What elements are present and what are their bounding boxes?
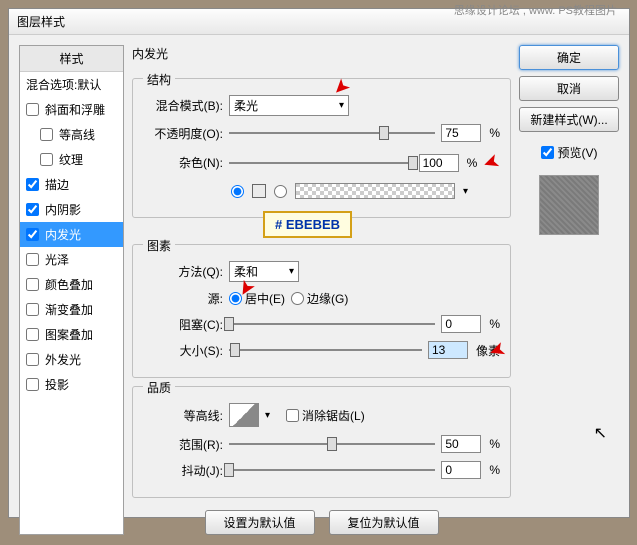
sidebar-checkbox[interactable]	[26, 278, 39, 291]
sidebar-checkbox[interactable]	[26, 228, 39, 241]
jitter-label: 抖动(J):	[143, 462, 223, 479]
sidebar-item-10[interactable]: 外发光	[20, 347, 123, 372]
jitter-unit: %	[489, 463, 500, 477]
source-label: 源:	[143, 290, 223, 307]
arrow-annotation-icon: ➤	[485, 335, 509, 364]
sidebar-item-7[interactable]: 颜色叠加	[20, 272, 123, 297]
size-label: 大小(S):	[143, 342, 223, 359]
sidebar-item-0[interactable]: 斜面和浮雕	[20, 97, 123, 122]
sidebar-item-8[interactable]: 渐变叠加	[20, 297, 123, 322]
opacity-unit: %	[489, 126, 500, 140]
choke-unit: %	[489, 317, 500, 331]
contour-dropdown-icon[interactable]: ▾	[265, 410, 270, 421]
sidebar-item-label: 投影	[45, 376, 69, 393]
sidebar-item-label: 外发光	[45, 351, 81, 368]
color-swatch[interactable]	[252, 184, 266, 198]
choke-input[interactable]: 0	[441, 315, 481, 333]
sidebar-item-label: 颜色叠加	[45, 276, 93, 293]
opacity-slider[interactable]	[229, 124, 435, 142]
sidebar-checkbox[interactable]	[26, 103, 39, 116]
opacity-input[interactable]: 75	[441, 124, 481, 142]
sidebar-checkbox[interactable]	[26, 253, 39, 266]
sidebar-item-label: 光泽	[45, 251, 69, 268]
contour-swatch[interactable]	[229, 403, 259, 427]
gradient-dropdown-icon[interactable]: ▾	[463, 186, 468, 197]
group-title-structure: 结构	[143, 71, 175, 88]
new-style-button[interactable]: 新建样式(W)...	[519, 107, 619, 132]
noise-label: 杂色(N):	[143, 154, 223, 171]
blend-mode-dropdown[interactable]: 柔光	[229, 95, 349, 116]
cancel-button[interactable]: 取消	[519, 76, 619, 101]
structure-group: 结构 ➤ 混合模式(B): 柔光 不透明度(O): 75 % 杂色(N): 10…	[132, 78, 511, 218]
arrow-annotation-icon: ➤	[479, 148, 503, 177]
elements-group: 图素 方法(Q): 柔和 ➤ 源: 居中(E) 边缘(G) 阻塞(C): 0 %	[132, 244, 511, 378]
color-annotation: # EBEBEB	[263, 211, 352, 238]
sidebar-item-label: 纹理	[59, 151, 83, 168]
watermark-text: 思缘设计论坛 , www. PS教程图片	[454, 2, 617, 18]
size-slider[interactable]	[229, 341, 422, 359]
sidebar-checkbox[interactable]	[26, 203, 39, 216]
layer-style-dialog: 图层样式 样式 混合选项:默认 斜面和浮雕等高线纹理描边内阴影内发光光泽颜色叠加…	[8, 8, 630, 518]
jitter-input[interactable]: 0	[441, 461, 481, 479]
preview-checkbox[interactable]: 预览(V)	[541, 144, 598, 161]
sidebar-item-label: 等高线	[59, 126, 95, 143]
sidebar-item-label: 图案叠加	[45, 326, 93, 343]
sidebar-item-9[interactable]: 图案叠加	[20, 322, 123, 347]
range-unit: %	[489, 437, 500, 451]
sidebar-item-label: 内发光	[45, 226, 81, 243]
main-panel: 内发光 结构 ➤ 混合模式(B): 柔光 不透明度(O): 75 % 杂色(N)…	[132, 45, 511, 535]
technique-label: 方法(Q):	[143, 263, 223, 280]
group-title-elements: 图素	[143, 237, 175, 254]
range-input[interactable]: 50	[441, 435, 481, 453]
sidebar-item-label: 斜面和浮雕	[45, 101, 105, 118]
ok-button[interactable]: 确定	[519, 45, 619, 70]
source-edge-radio[interactable]: 边缘(G)	[291, 290, 348, 307]
sidebar-item-label: 描边	[45, 176, 69, 193]
styles-sidebar: 样式 混合选项:默认 斜面和浮雕等高线纹理描边内阴影内发光光泽颜色叠加渐变叠加图…	[19, 45, 124, 535]
cursor-icon: ↖	[594, 423, 607, 443]
panel-title: 内发光	[132, 45, 511, 62]
range-label: 范围(R):	[143, 436, 223, 453]
quality-group: 品质 等高线: ▾ 消除锯齿(L) 范围(R): 50 % 抖动(J): 0	[132, 386, 511, 498]
sidebar-item-5[interactable]: 内发光	[20, 222, 123, 247]
noise-input[interactable]: 100	[419, 154, 459, 172]
choke-label: 阻塞(C):	[143, 316, 223, 333]
sidebar-checkbox[interactable]	[26, 378, 39, 391]
sidebar-checkbox[interactable]	[40, 153, 53, 166]
sidebar-item-6[interactable]: 光泽	[20, 247, 123, 272]
antialias-checkbox[interactable]: 消除锯齿(L)	[286, 407, 365, 424]
jitter-slider[interactable]	[229, 461, 435, 479]
gradient-bar[interactable]	[295, 183, 455, 199]
sidebar-checkbox[interactable]	[26, 353, 39, 366]
opacity-label: 不透明度(O):	[143, 125, 223, 142]
sidebar-item-4[interactable]: 内阴影	[20, 197, 123, 222]
sidebar-blending-options[interactable]: 混合选项:默认	[20, 72, 123, 97]
sidebar-checkbox[interactable]	[40, 128, 53, 141]
sidebar-item-label: 混合选项:默认	[26, 76, 101, 93]
sidebar-checkbox[interactable]	[26, 303, 39, 316]
blend-mode-label: 混合模式(B):	[143, 97, 223, 114]
sidebar-item-label: 内阴影	[45, 201, 81, 218]
range-slider[interactable]	[229, 435, 435, 453]
sidebar-checkbox[interactable]	[26, 178, 39, 191]
sidebar-item-2[interactable]: 纹理	[20, 147, 123, 172]
noise-slider[interactable]	[229, 154, 413, 172]
size-input[interactable]: 13	[428, 341, 468, 359]
sidebar-checkbox[interactable]	[26, 328, 39, 341]
solid-color-radio[interactable]	[231, 185, 244, 198]
noise-unit: %	[467, 156, 478, 170]
contour-label: 等高线:	[143, 407, 223, 424]
sidebar-item-11[interactable]: 投影	[20, 372, 123, 397]
sidebar-item-label: 渐变叠加	[45, 301, 93, 318]
preview-swatch	[539, 175, 599, 235]
button-panel: 确定 取消 新建样式(W)... 预览(V)	[519, 45, 619, 535]
dialog-content: 样式 混合选项:默认 斜面和浮雕等高线纹理描边内阴影内发光光泽颜色叠加渐变叠加图…	[9, 35, 629, 545]
choke-slider[interactable]	[229, 315, 435, 333]
sidebar-item-3[interactable]: 描边	[20, 172, 123, 197]
sidebar-header: 样式	[20, 46, 123, 72]
gradient-radio[interactable]	[274, 185, 287, 198]
group-title-quality: 品质	[143, 379, 175, 396]
sidebar-item-1[interactable]: 等高线	[20, 122, 123, 147]
